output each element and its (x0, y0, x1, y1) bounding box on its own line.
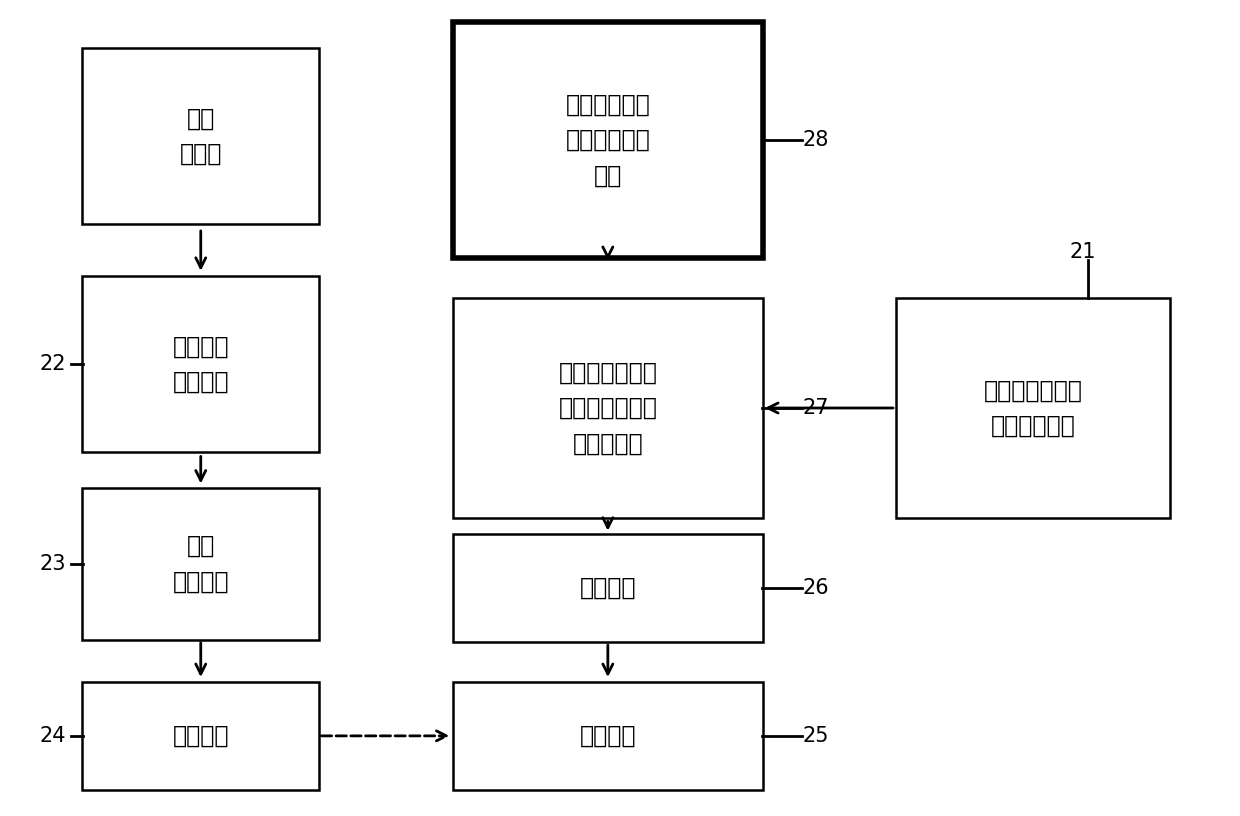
Bar (453, 682, 763, 790)
Bar (453, 22, 763, 258)
Text: 26: 26 (802, 578, 828, 598)
Bar (82, 48, 319, 224)
Text: 信号解码: 信号解码 (579, 576, 636, 600)
Text: 实时交通
信息采集: 实时交通 信息采集 (172, 335, 229, 393)
Text: 22: 22 (40, 354, 66, 374)
Bar (453, 534, 763, 642)
Text: 21: 21 (1070, 242, 1096, 262)
Bar (897, 298, 1169, 518)
Text: 车辆进入交叉口
无线通讯区域: 车辆进入交叉口 无线通讯区域 (983, 379, 1083, 437)
Text: 24: 24 (40, 726, 66, 746)
Text: 23: 23 (40, 554, 66, 574)
Bar (82, 682, 319, 790)
Text: 27: 27 (802, 398, 828, 418)
Text: 信号
识别编码: 信号 识别编码 (172, 534, 229, 593)
Bar (82, 276, 319, 452)
Text: 28: 28 (802, 130, 828, 150)
Text: 在车载接收端
显示实时交通
信息: 在车载接收端 显示实时交通 信息 (565, 93, 650, 188)
Bar (453, 298, 763, 518)
Text: 信号接收: 信号接收 (579, 724, 636, 748)
Text: 25: 25 (802, 726, 828, 746)
Text: 路口发送设备与
车载接收设备建
立数据通信: 路口发送设备与 车载接收设备建 立数据通信 (558, 361, 657, 455)
Text: 信号发送: 信号发送 (172, 724, 229, 748)
Bar (82, 488, 319, 640)
Text: 交通
信号灯: 交通 信号灯 (180, 106, 222, 166)
